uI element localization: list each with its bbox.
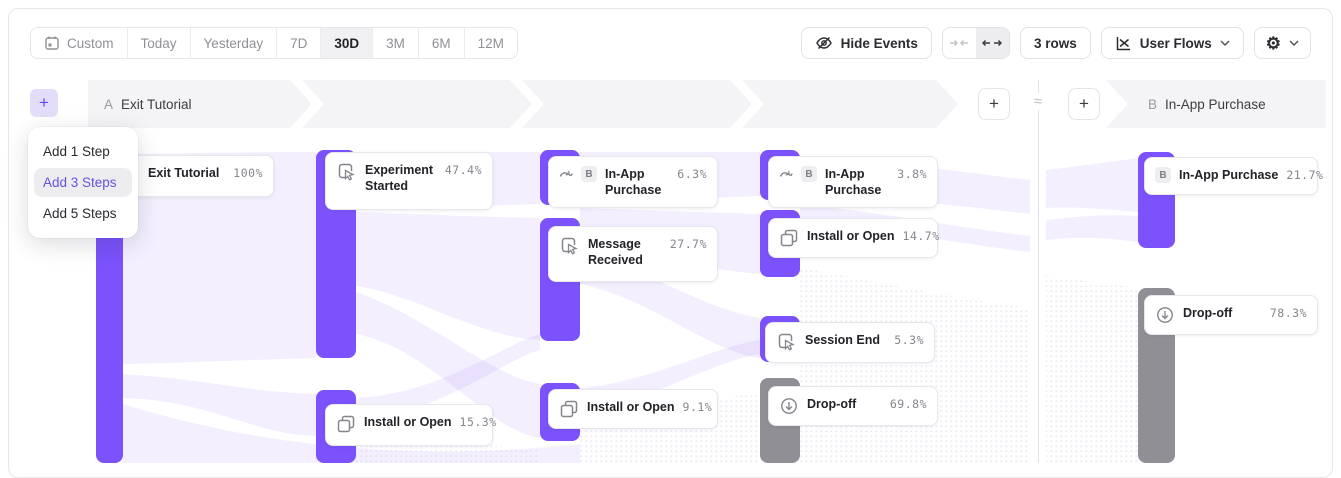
- node-in-app-purchase-s3[interactable]: B In-App Purchase 6.3%: [548, 156, 718, 208]
- event-click-icon: [559, 236, 580, 257]
- settings-button[interactable]: ⚙: [1254, 27, 1311, 59]
- chart-type-icon: [1115, 35, 1132, 52]
- add-step-button[interactable]: +: [30, 89, 58, 117]
- date-range-12m[interactable]: 12M: [464, 28, 517, 58]
- calendar-icon: [44, 35, 60, 51]
- view-selector-button[interactable]: User Flows: [1101, 27, 1244, 59]
- drop-off-icon: [1155, 305, 1175, 325]
- event-click-icon: [776, 332, 797, 353]
- date-range-custom[interactable]: Custom: [31, 28, 127, 58]
- node-install-open-s3[interactable]: Install or Open 9.1%: [548, 389, 718, 429]
- node-percent: 3.8%: [897, 166, 927, 182]
- date-range-today[interactable]: Today: [127, 28, 190, 58]
- date-range-6m[interactable]: 6M: [418, 28, 464, 58]
- date-range-label: 30D: [334, 36, 359, 51]
- rows-label: 3 rows: [1034, 36, 1077, 51]
- copy-icon: [779, 228, 799, 248]
- node-session-end[interactable]: Session End 5.3%: [765, 322, 935, 363]
- user-flows-screen: Custom Today Yesterday 7D 30D 3M 6M 12M Hide Ev…: [0, 0, 1341, 463]
- hide-events-label: Hide Events: [841, 36, 918, 51]
- menu-item-add-5-steps[interactable]: Add 5 Steps: [34, 199, 132, 228]
- node-in-app-purchase-s4[interactable]: B In-App Purchase 3.8%: [768, 156, 938, 208]
- date-range-label: Yesterday: [204, 36, 264, 51]
- chevron-down-icon: [1220, 40, 1230, 46]
- node-message-received[interactable]: Message Received 27.7%: [548, 226, 718, 282]
- node-label: Message Received: [588, 236, 662, 268]
- node-label: Session End: [805, 332, 880, 348]
- node-drop-off-a[interactable]: Drop-off 69.8%: [768, 386, 938, 426]
- node-percent: 15.3%: [460, 414, 497, 430]
- date-range-30d[interactable]: 30D: [320, 28, 372, 58]
- flow-divider-line: [1038, 80, 1039, 463]
- node-label: In-App Purchase: [825, 166, 889, 198]
- node-label: In-App Purchase: [1179, 167, 1278, 183]
- gear-icon: ⚙: [1266, 35, 1281, 52]
- node-percent: 5.3%: [894, 332, 924, 348]
- menu-item-add-1-step[interactable]: Add 1 Step: [34, 137, 132, 166]
- flow-b-badge: B: [581, 166, 597, 182]
- date-range-label: Custom: [67, 36, 114, 51]
- add-step-end-button[interactable]: +: [978, 88, 1010, 120]
- date-range-control: Custom Today Yesterday 7D 30D 3M 6M 12M: [30, 27, 518, 59]
- date-range-label: 7D: [290, 36, 307, 51]
- view-selector-label: User Flows: [1140, 36, 1212, 51]
- toolbar-right-group: Hide Events 3 rows: [801, 27, 1311, 59]
- chevron-down-icon: [1289, 40, 1299, 46]
- node-percent: 27.7%: [670, 236, 707, 252]
- drop-off-icon: [779, 396, 799, 416]
- approx-symbol: ≈: [1027, 93, 1049, 110]
- node-percent: 100%: [233, 165, 263, 181]
- collapse-flows-button[interactable]: [943, 28, 976, 58]
- date-range-yesterday[interactable]: Yesterday: [190, 28, 277, 58]
- collapse-expand-control: [942, 27, 1010, 59]
- node-label: Install or Open: [807, 228, 895, 244]
- node-percent: 69.8%: [890, 396, 927, 412]
- flow-b-badge: B: [801, 166, 817, 182]
- copy-icon: [559, 399, 579, 419]
- expand-flows-button[interactable]: [976, 28, 1009, 58]
- node-percent: 9.1%: [683, 399, 713, 415]
- node-percent: 47.4%: [445, 162, 482, 178]
- node-label: Install or Open: [364, 414, 452, 430]
- node-experiment-started[interactable]: Experiment Started 47.4%: [325, 152, 493, 210]
- eye-off-icon: [815, 34, 833, 52]
- jump-arrow-icon: [779, 168, 793, 180]
- node-label: In-App Purchase: [605, 166, 669, 198]
- menu-item-add-3-steps[interactable]: Add 3 Steps: [34, 168, 132, 197]
- date-range-label: 6M: [432, 36, 451, 51]
- date-range-7d[interactable]: 7D: [276, 28, 320, 58]
- rows-button[interactable]: 3 rows: [1020, 27, 1091, 59]
- date-range-label: 12M: [478, 36, 504, 51]
- node-label: Drop-off: [1183, 305, 1232, 321]
- node-percent: 14.7%: [903, 228, 940, 244]
- add-step-before-b-button[interactable]: +: [1068, 88, 1100, 120]
- node-percent: 6.3%: [677, 166, 707, 182]
- node-percent: 21.7%: [1286, 167, 1323, 183]
- copy-icon: [336, 414, 356, 434]
- date-range-label: Today: [141, 36, 177, 51]
- node-percent: 78.3%: [1270, 305, 1307, 321]
- flow-b-badge: B: [1155, 167, 1171, 183]
- node-label: Install or Open: [587, 399, 675, 415]
- jump-arrow-icon: [559, 168, 573, 180]
- hide-events-button[interactable]: Hide Events: [801, 27, 932, 59]
- node-install-open-s4[interactable]: Install or Open 14.7%: [768, 218, 938, 258]
- date-range-3m[interactable]: 3M: [372, 28, 418, 58]
- node-label: Experiment Started: [365, 162, 437, 194]
- node-label: Exit Tutorial: [148, 165, 219, 181]
- event-click-icon: [336, 162, 357, 183]
- node-drop-off-b[interactable]: Drop-off 78.3%: [1144, 295, 1318, 335]
- node-label: Drop-off: [807, 396, 856, 412]
- date-range-label: 3M: [386, 36, 405, 51]
